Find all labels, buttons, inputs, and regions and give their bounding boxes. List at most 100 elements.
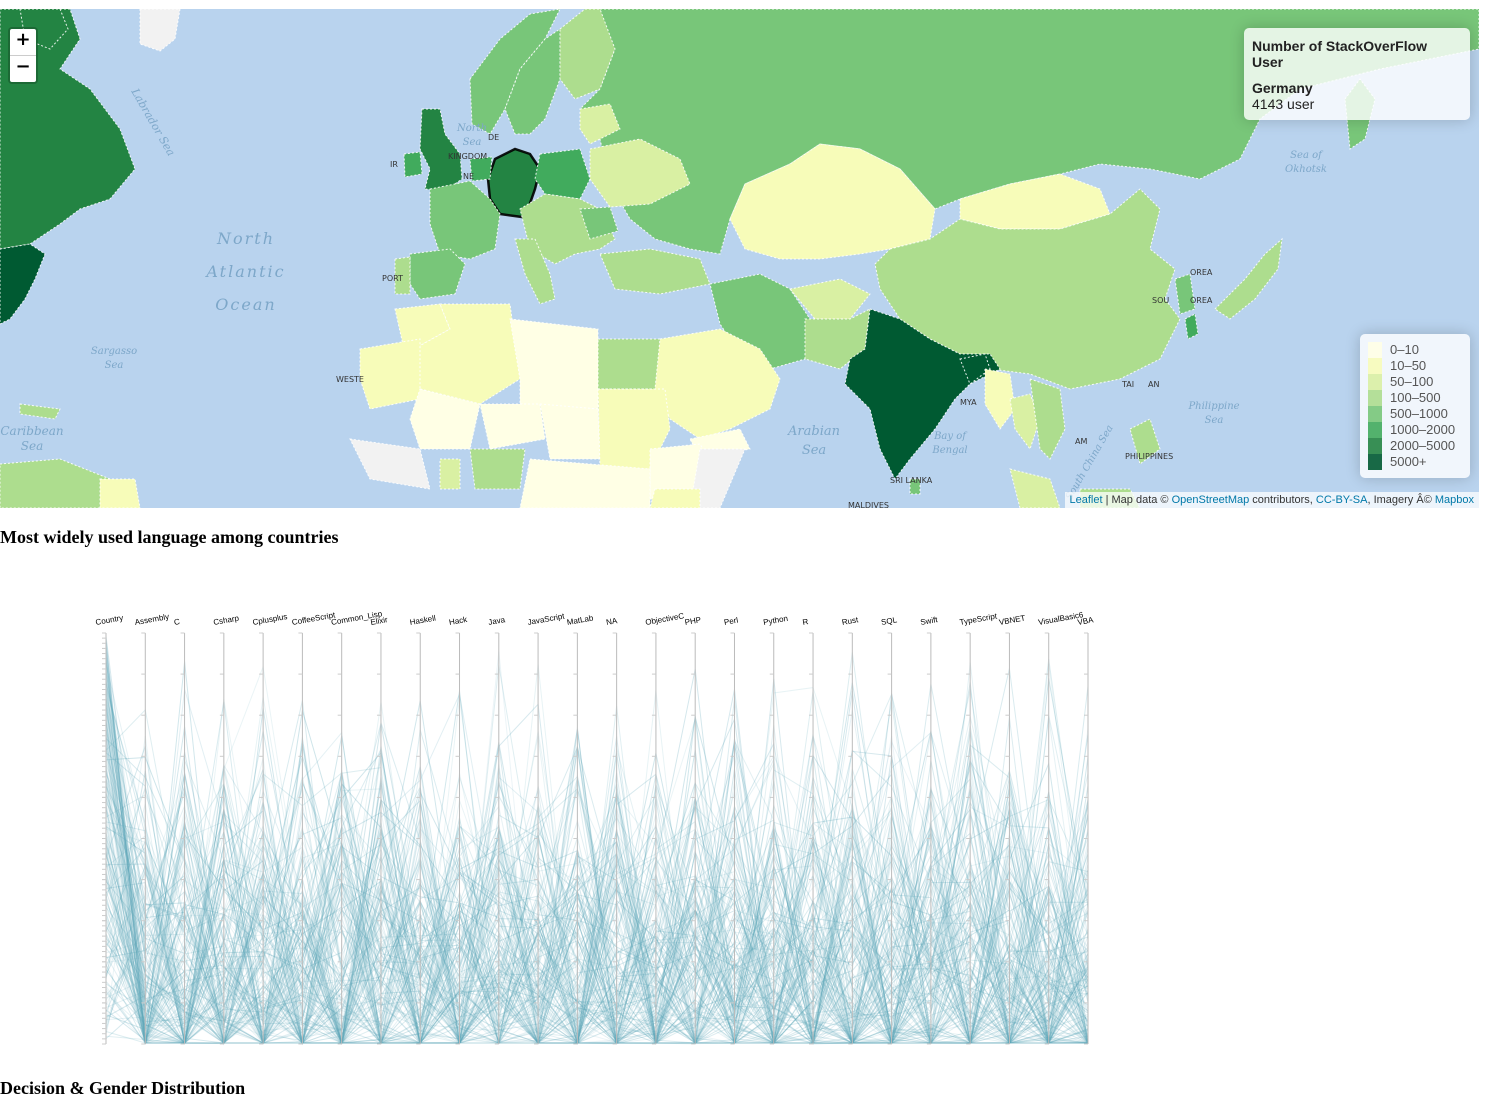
data-line (105, 808, 1089, 1045)
data-line (105, 698, 1089, 1045)
axis-label: JavaScript (527, 611, 566, 626)
sea-label: Caribbean (0, 424, 63, 438)
data-line (105, 690, 1089, 1045)
mapbox-link[interactable]: Mapbox (1434, 494, 1474, 506)
data-line (105, 794, 1089, 1045)
country-portugal (394, 256, 411, 295)
data-line (105, 728, 1089, 1046)
svg-text:TAI: TAI (1121, 380, 1134, 389)
map-layer[interactable]: North Atlantic Ocean Labrador Sea North … (0, 9, 1479, 508)
leaflet-link[interactable]: Leaflet (1069, 494, 1103, 506)
axis-php[interactable]: PHP (684, 615, 702, 1045)
data-line (105, 735, 1089, 1045)
legend-swatch (1368, 406, 1382, 422)
country-mauritania (359, 338, 421, 410)
data-line (105, 678, 1089, 1045)
legend-swatch (1368, 358, 1382, 374)
country-baltics (579, 103, 621, 145)
license-link[interactable]: CC-BY-SA (1315, 494, 1368, 506)
axis-elixir[interactable]: Elixir (370, 615, 389, 1045)
data-line (105, 690, 1089, 1045)
data-line (105, 781, 1089, 1045)
axis-hack[interactable]: Hack (448, 615, 469, 1045)
axis-na[interactable]: NA (605, 616, 619, 1045)
legend-label: 5000+ (1390, 454, 1427, 469)
legend-item: 500–1000 (1368, 406, 1462, 422)
axis-java[interactable]: Java (488, 615, 507, 1045)
axis-label: VBNET (998, 613, 1026, 627)
axis-sql[interactable]: SQL (880, 615, 898, 1045)
data-line (105, 753, 1089, 1045)
data-line (105, 638, 1089, 1045)
data-line (105, 663, 1089, 1044)
data-line (105, 781, 1089, 1044)
country-greenland (139, 9, 181, 52)
legend-label: 100–500 (1390, 390, 1441, 405)
sea-label: Sea of (1290, 150, 1324, 161)
data-line (105, 645, 1089, 1045)
sea-label: Philippine (1187, 401, 1239, 412)
choropleth-map[interactable]: North Atlantic Ocean Labrador Sea North … (0, 9, 1479, 508)
data-line (105, 760, 1089, 1044)
data-line (105, 691, 1089, 1045)
country-libya (509, 318, 599, 410)
data-line (105, 813, 1089, 1046)
section-title-languages: Most widely used language among countrie… (0, 527, 339, 547)
axis-vba[interactable]: VBA (1077, 615, 1095, 1045)
country-egypt (597, 338, 661, 390)
data-line (105, 773, 1089, 1045)
data-line (105, 659, 1089, 1045)
sea-label: Sargasso (91, 346, 137, 357)
data-line (105, 735, 1089, 1045)
data-line (105, 714, 1089, 1045)
svg-text:NE: NE (463, 172, 474, 181)
data-line (105, 705, 1089, 1045)
axis-swift[interactable]: Swift (920, 615, 939, 1045)
data-line (105, 807, 1089, 1045)
country-ireland (403, 151, 423, 178)
axis-label: Hack (448, 615, 468, 627)
legend-item: 5000+ (1368, 454, 1462, 470)
country-vietnam (1029, 378, 1066, 460)
axis-python[interactable]: Python (763, 614, 789, 1045)
data-line (105, 739, 1089, 1045)
country-italy (514, 238, 556, 305)
data-line (105, 776, 1089, 1045)
svg-text:SRI LANKA: SRI LANKA (890, 476, 933, 485)
data-line (105, 836, 1089, 1045)
sea-label: Bay of (933, 431, 968, 442)
legend-swatch (1368, 390, 1382, 406)
axis-rust[interactable]: Rust (841, 615, 860, 1045)
svg-text:AM: AM (1075, 437, 1087, 446)
info-panel: Number of StackOverFlow User Germany 414… (1244, 28, 1470, 120)
country-japan (1214, 237, 1283, 320)
axis-c[interactable]: C (173, 617, 186, 1045)
data-line (105, 803, 1089, 1045)
country-france (429, 180, 501, 260)
data-line (105, 776, 1088, 1044)
osm-link[interactable]: OpenStreetMap (1171, 494, 1250, 506)
axis-label: MatLab (566, 613, 594, 627)
data-line (105, 785, 1089, 1045)
data-line (105, 763, 1089, 1045)
axis-label: Cplusplus (252, 612, 288, 627)
data-line (105, 810, 1089, 1045)
sea-label: Sea (802, 443, 826, 458)
axis-label: Swift (920, 615, 939, 627)
svg-text:OREA: OREA (1190, 268, 1213, 277)
country-uk (419, 108, 463, 192)
data-line (105, 775, 1089, 1044)
zoom-in-button[interactable]: + (15, 29, 31, 50)
data-line (105, 752, 1089, 1045)
country-iceland (318, 149, 360, 171)
axis-perl[interactable]: Perl (723, 616, 739, 1045)
country-central-africa (519, 458, 651, 508)
zoom-out-button[interactable]: − (10, 55, 36, 82)
axis-r[interactable]: R (802, 617, 814, 1045)
data-line (105, 738, 1089, 1045)
data-line (105, 681, 1089, 1044)
legend-item: 1000–2000 (1368, 422, 1462, 438)
parallel-coordinates-chart[interactable]: Country Assembly C Csharp Cplusplus CoffeeScr… (92, 598, 1102, 1058)
country-axis-ticks (102, 632, 106, 1040)
axis-assembly[interactable]: Assembly (134, 612, 170, 1045)
